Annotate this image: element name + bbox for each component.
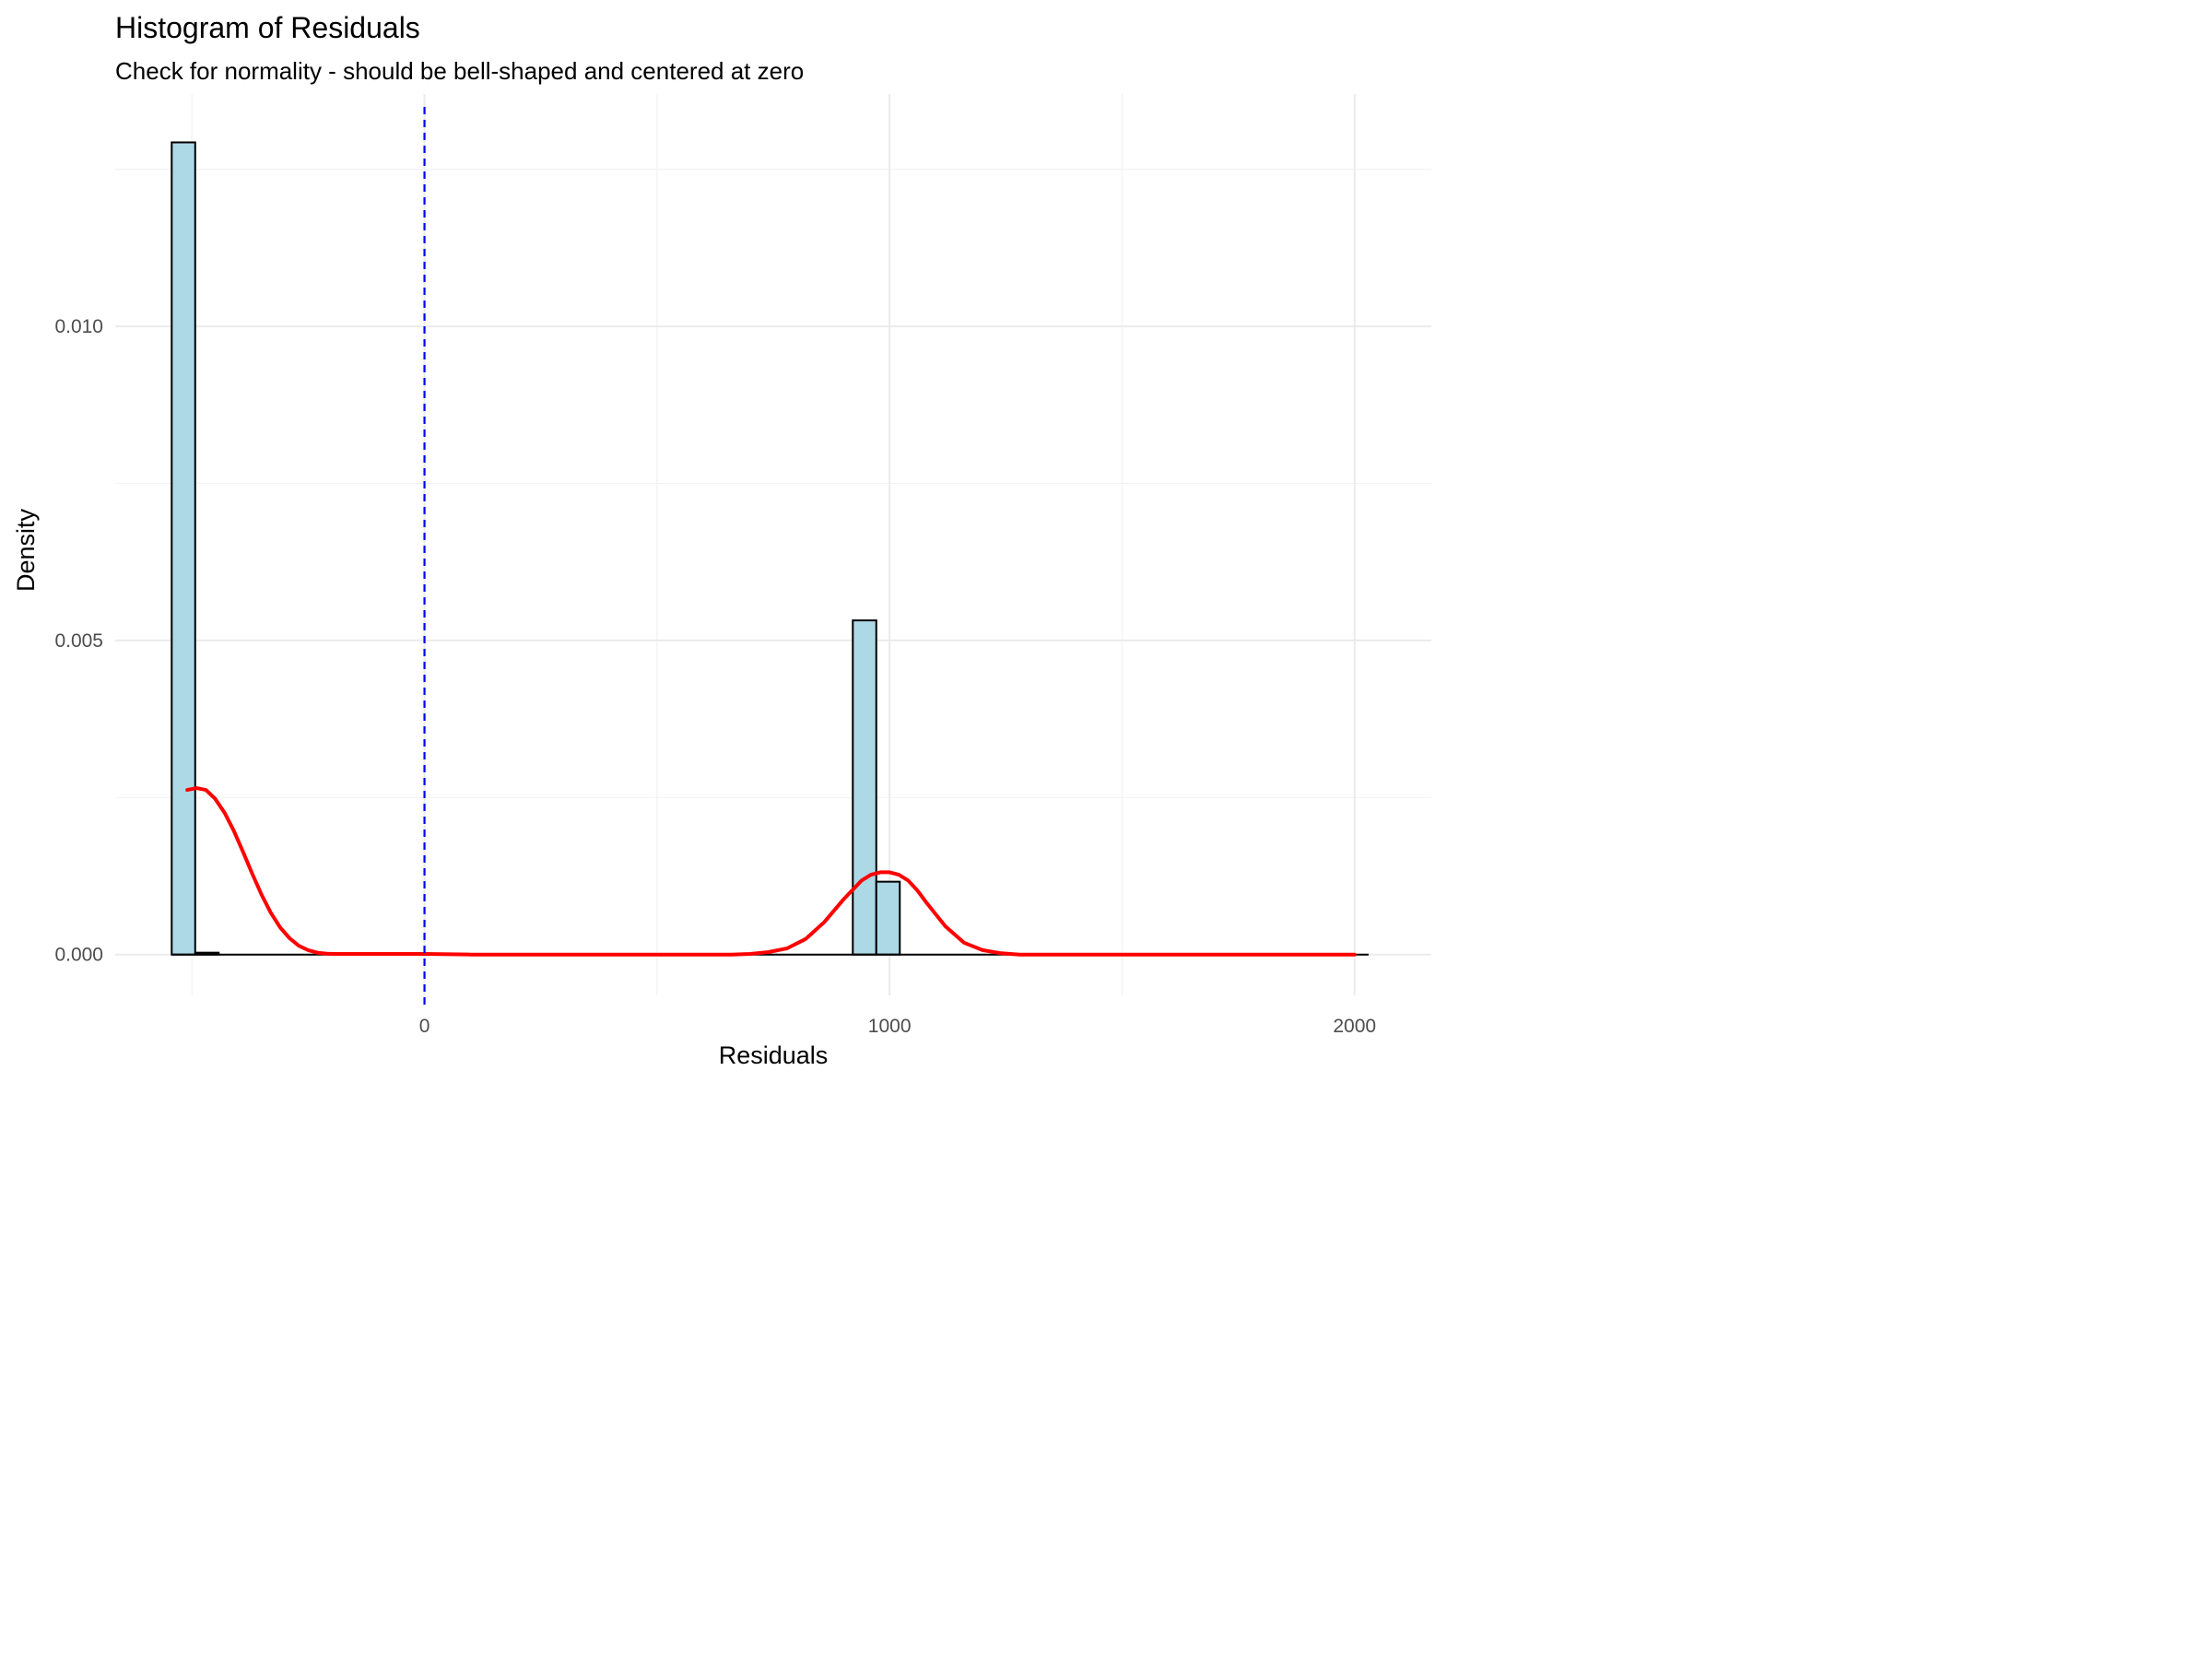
histogram-bar (875, 880, 901, 956)
x-axis-title: Residuals (719, 1041, 829, 1069)
x-tick-label: 0 (419, 1016, 430, 1037)
density-curve (185, 786, 1357, 957)
chart-subtitle: Check for normality - should be bell-sha… (115, 57, 804, 85)
x-tick-label: 1000 (868, 1016, 912, 1037)
residuals-histogram-chart: Histogram of Residuals Check for normali… (12, 11, 1431, 1069)
histogram-bars (171, 141, 1369, 956)
x-axis-tick-labels: 0 1000 2000 (419, 1016, 1376, 1037)
chart-title: Histogram of Residuals (115, 11, 420, 44)
y-tick-label: 0.005 (54, 630, 103, 652)
grid-lines (115, 94, 1431, 995)
y-tick-label: 0.010 (54, 316, 103, 337)
y-axis-title: Density (12, 508, 40, 592)
histogram-bar (171, 141, 196, 956)
y-tick-label: 0.000 (54, 945, 103, 966)
density-curve-layer (185, 786, 1357, 957)
histogram-bar (852, 619, 877, 956)
y-axis-tick-labels: 0.000 0.005 0.010 (54, 316, 103, 966)
x-tick-label: 2000 (1333, 1016, 1376, 1037)
